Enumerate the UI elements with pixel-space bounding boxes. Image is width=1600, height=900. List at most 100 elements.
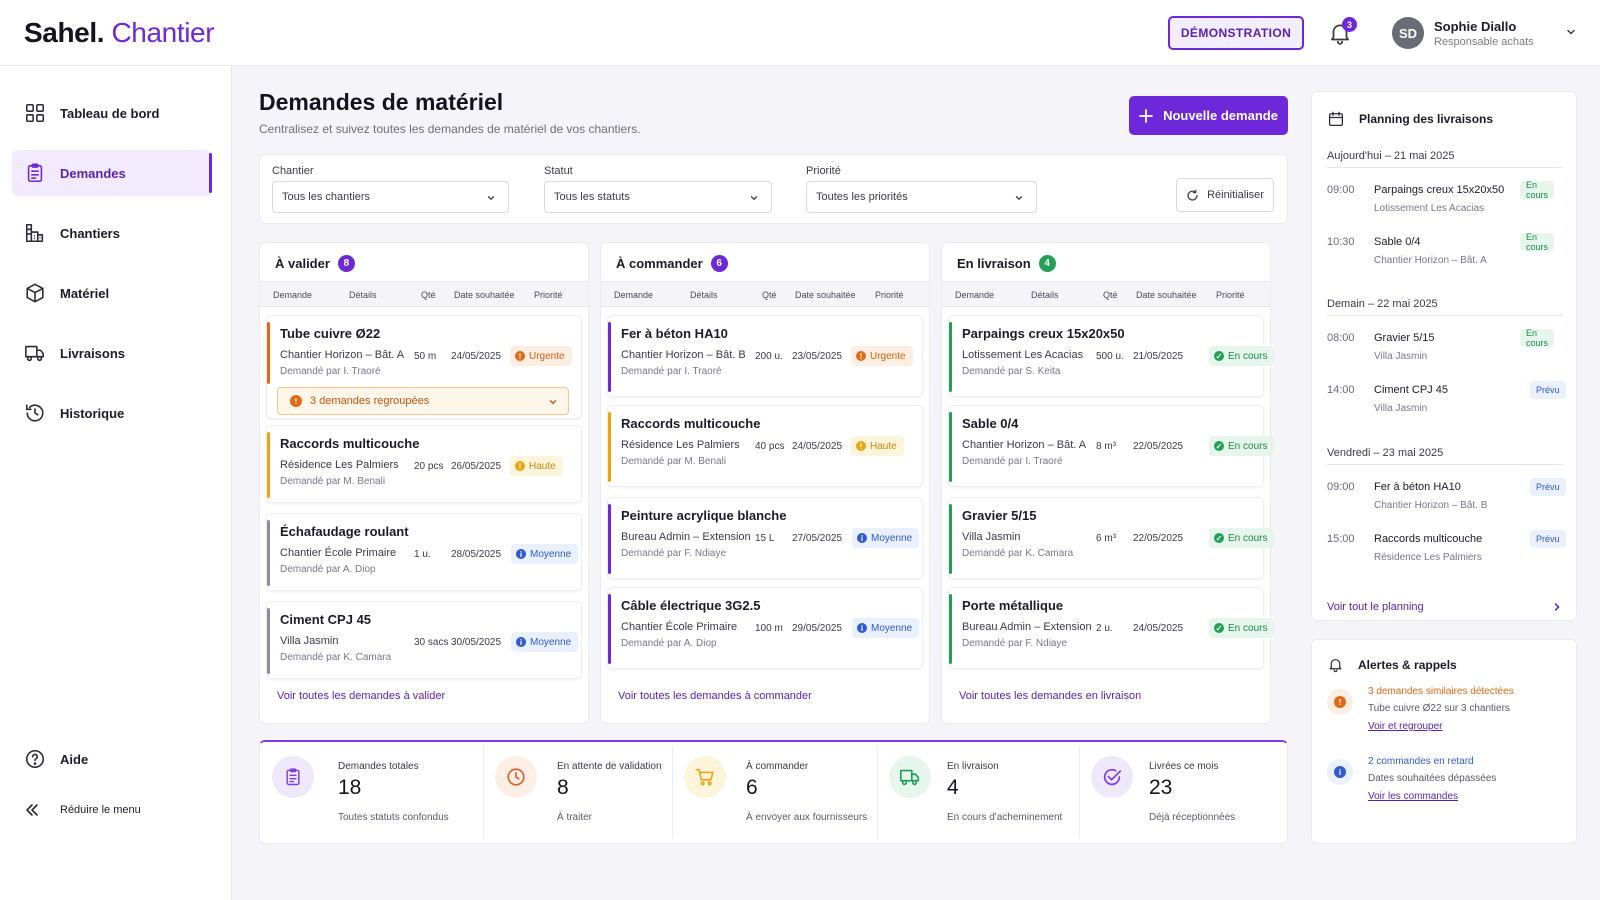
request-card[interactable]: Parpaings creux 15x20x50 Lotissement Les …	[948, 315, 1275, 397]
calendar-icon	[1327, 110, 1345, 128]
planning-panel: Planning des livraisons Voir tout le pla…	[1311, 91, 1577, 621]
priority-badge: ! Urgente	[851, 346, 913, 366]
priority-label: Moyenne	[871, 532, 913, 544]
alert-detail: Tube cuivre Ø22 sur 3 chantiers	[1368, 703, 1510, 714]
column-footer-link[interactable]: Voir toutes les demandes en livraison	[959, 690, 1142, 702]
card-accent-bar	[949, 504, 952, 574]
user-name[interactable]: Sophie Diallo	[1434, 19, 1517, 34]
count-badge: 4	[1038, 255, 1056, 272]
card-site: Villa Jasmin	[280, 635, 339, 647]
column-header-qte: Qté	[1103, 290, 1118, 300]
card-title: Échafaudage roulant	[280, 524, 409, 539]
sidebar-item-aide[interactable]: Aide	[12, 736, 212, 782]
request-card[interactable]: Gravier 5/15 Villa Jasmin Demandé par K. C…	[948, 497, 1275, 579]
column-title: En livraison 4	[957, 255, 1056, 272]
stat-label: Livrées ce mois	[1149, 761, 1219, 772]
card-quantity: 2 u.	[1096, 623, 1113, 634]
request-card[interactable]: Raccords multicouche Résidence Les Palmie…	[607, 405, 923, 487]
event-place: Lotissement Les Acacias	[1374, 203, 1485, 214]
chevron-down-icon	[749, 193, 759, 203]
sidebar-item-demandes[interactable]: Demandes	[12, 150, 212, 196]
card-accent-bar	[267, 432, 270, 498]
filter-priorite-label: Priorité	[806, 165, 841, 177]
card-date: 22/05/2025	[1133, 441, 1184, 452]
column-footer-link[interactable]: Voir toutes les demandes à valider	[277, 690, 446, 702]
filter-statut-select[interactable]: Tous les statuts	[544, 181, 772, 213]
new-request-button[interactable]: Nouvelle demande	[1129, 96, 1288, 135]
bell-icon	[1327, 656, 1344, 673]
planning-day-divider	[1327, 315, 1563, 316]
sidebar-item-label: Historique	[60, 405, 125, 421]
sidebar-item-label: Demandes	[60, 165, 126, 181]
card-quantity: 500 u.	[1096, 351, 1124, 362]
stat-divider	[1079, 746, 1080, 838]
event-name: Parpaings creux 15x20x50	[1374, 184, 1505, 196]
event-place: Villa Jasmin	[1374, 403, 1428, 414]
status-dot-icon: !	[856, 351, 866, 361]
request-card[interactable]: Porte métallique Bureau Admin – Extension…	[948, 587, 1275, 669]
collapse-menu-button[interactable]: Réduire le menu	[24, 802, 141, 818]
event-place: Chantier Horizon – Bât. B	[1374, 500, 1488, 511]
card-title: Câble électrique 3G2.5	[621, 598, 761, 613]
alert-detail: Dates souhaitées dépassées	[1368, 773, 1497, 784]
avatar[interactable]: SD	[1392, 17, 1424, 49]
status-dot-icon: i	[516, 637, 526, 647]
stat-divider	[672, 746, 673, 838]
card-date: 23/05/2025	[792, 351, 843, 362]
card-quantity: 50 m	[414, 351, 437, 362]
stat-value: 4	[947, 776, 959, 799]
column-header-row: Demande Détails Qté Date souhaitée Priorité	[260, 281, 588, 307]
request-card[interactable]: Câble électrique 3G2.5 Chantier École Pri…	[607, 587, 923, 669]
request-card[interactable]: Échafaudage roulant Chantier École Primai…	[266, 513, 582, 591]
card-quantity: 20 pcs	[414, 461, 444, 472]
sidebar-item-chantiers[interactable]: Chantiers	[12, 210, 212, 256]
reset-button[interactable]: Réinitialiser	[1176, 178, 1274, 212]
filter-statut-label: Statut	[544, 165, 573, 177]
request-card[interactable]: Tube cuivre Ø22 Chantier Horizon – Bât. A…	[266, 315, 582, 419]
stat-label: À commander	[746, 761, 809, 772]
demo-button[interactable]: DÉMONSTRATION	[1168, 16, 1304, 50]
sidebar-item-dashboard[interactable]: Tableau de bord	[12, 90, 212, 136]
count-badge: 8	[337, 255, 355, 272]
stat-label: En attente de validation	[557, 761, 662, 772]
filter-chantier-select[interactable]: Tous les chantiers	[272, 181, 509, 213]
event-time: 10:30	[1327, 236, 1355, 248]
box-icon	[24, 282, 46, 304]
notification-badge: 3	[1342, 17, 1357, 32]
app-logo[interactable]: Sahel. Chantier	[24, 17, 215, 49]
planning-footer-link[interactable]: Voir tout le planning	[1327, 601, 1563, 613]
card-accent-bar	[949, 594, 952, 664]
alert-link[interactable]: Voir et regrouper	[1368, 721, 1443, 732]
planning-day-label: Demain – 22 mai 2025	[1327, 298, 1438, 310]
event-status-badge: Prévu	[1530, 478, 1566, 496]
chevron-down-icon	[486, 193, 496, 203]
status-dot-icon: i	[857, 623, 867, 633]
sidebar-item-livraisons[interactable]: Livraisons	[12, 330, 212, 376]
status-dot-icon: !	[515, 461, 525, 471]
filter-priorite-select[interactable]: Toutes les priorités	[806, 181, 1037, 213]
event-status-badge: Prévu	[1530, 530, 1566, 548]
event-time: 09:00	[1327, 481, 1355, 493]
request-card[interactable]: Sable 0/4 Chantier Horizon – Bât. A Demand…	[948, 405, 1275, 487]
event-status-badge: En cours	[1520, 232, 1555, 252]
card-requester: Demandé par K. Camara	[280, 652, 392, 663]
card-accent-bar	[608, 412, 611, 482]
grouped-requests-toggle[interactable]: ! 3 demandes regroupées	[277, 387, 569, 415]
card-requester: Demandé par A. Diop	[280, 564, 376, 575]
sidebar-item-historique[interactable]: Historique	[12, 390, 212, 436]
column-footer-link[interactable]: Voir toutes les demandes à commander	[618, 690, 812, 702]
request-card[interactable]: Raccords multicouche Résidence Les Palmie…	[266, 425, 582, 503]
stat-value: 6	[746, 776, 758, 799]
card-title: Tube cuivre Ø22	[280, 326, 381, 341]
sidebar-item-materiel[interactable]: Matériel	[12, 270, 212, 316]
request-card[interactable]: Fer à béton HA10 Chantier Horizon – Bât. …	[607, 315, 923, 397]
card-site: Résidence Les Palmiers	[621, 439, 740, 451]
alert-link[interactable]: Voir les commandes	[1368, 791, 1459, 802]
card-accent-bar	[267, 322, 270, 384]
request-card[interactable]: Ciment CPJ 45 Villa Jasmin Demandé par K. …	[266, 601, 582, 679]
card-quantity: 100 m	[755, 623, 783, 634]
request-card[interactable]: Peinture acrylique blanche Bureau Admin –…	[607, 497, 923, 579]
chevron-down-icon[interactable]	[1565, 26, 1577, 38]
clipboard-icon	[24, 162, 46, 184]
alert-headline: 2 commandes en retard	[1368, 756, 1474, 767]
